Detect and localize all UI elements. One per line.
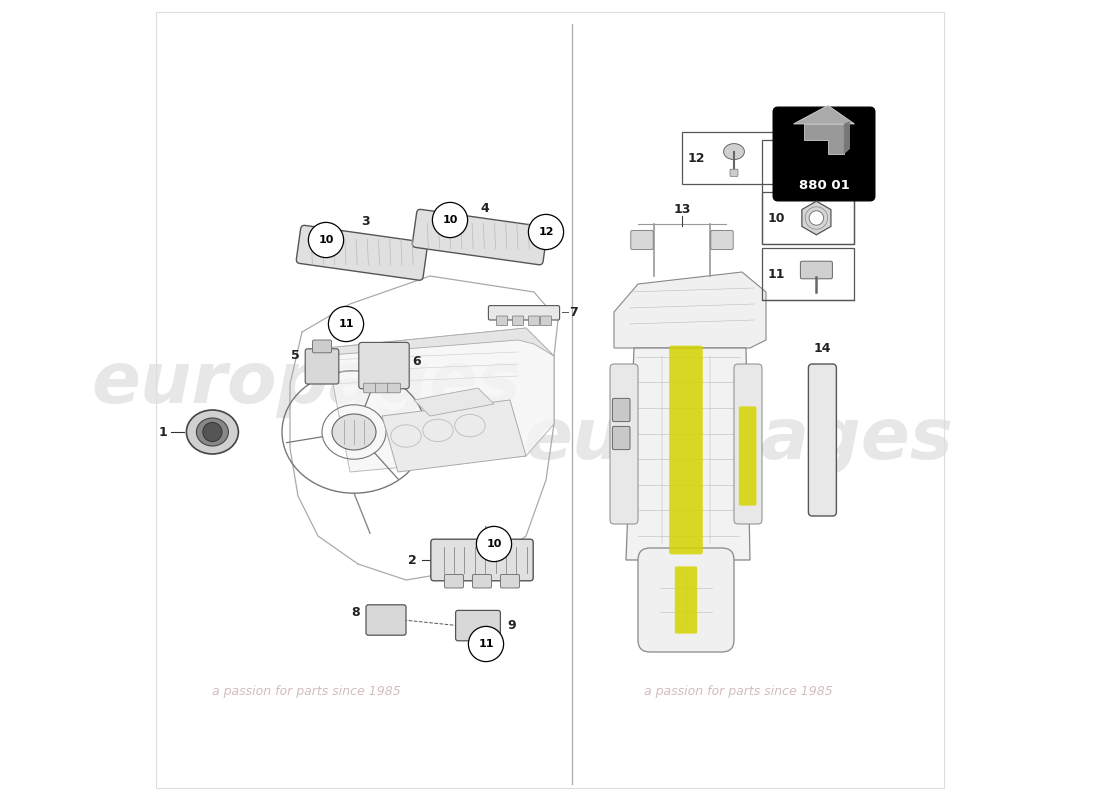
Text: 11: 11 xyxy=(478,639,494,649)
FancyBboxPatch shape xyxy=(801,261,833,279)
FancyBboxPatch shape xyxy=(674,566,697,634)
FancyBboxPatch shape xyxy=(630,230,653,250)
FancyBboxPatch shape xyxy=(359,342,409,389)
Circle shape xyxy=(432,202,468,238)
Text: 9: 9 xyxy=(507,619,516,632)
Text: 7: 7 xyxy=(570,306,579,318)
FancyBboxPatch shape xyxy=(734,364,762,524)
FancyBboxPatch shape xyxy=(472,574,492,588)
Ellipse shape xyxy=(197,418,229,446)
Polygon shape xyxy=(844,122,849,154)
Ellipse shape xyxy=(186,410,239,454)
Polygon shape xyxy=(804,124,844,154)
Text: 10: 10 xyxy=(768,211,785,225)
FancyBboxPatch shape xyxy=(364,383,376,393)
Text: 10: 10 xyxy=(486,539,502,549)
FancyBboxPatch shape xyxy=(375,383,388,393)
Polygon shape xyxy=(326,328,554,472)
FancyBboxPatch shape xyxy=(500,574,519,588)
FancyBboxPatch shape xyxy=(711,230,734,250)
Circle shape xyxy=(469,626,504,662)
Text: 4: 4 xyxy=(480,202,488,214)
FancyBboxPatch shape xyxy=(455,610,500,641)
Circle shape xyxy=(308,222,343,258)
FancyBboxPatch shape xyxy=(312,340,331,353)
Polygon shape xyxy=(626,348,750,560)
Text: 5: 5 xyxy=(292,350,300,362)
FancyBboxPatch shape xyxy=(513,316,524,326)
Text: 3: 3 xyxy=(362,215,371,228)
Text: a passion for parts since 1985: a passion for parts since 1985 xyxy=(211,686,400,698)
FancyBboxPatch shape xyxy=(613,426,630,450)
Circle shape xyxy=(810,211,824,226)
Text: 8: 8 xyxy=(351,606,360,618)
FancyBboxPatch shape xyxy=(528,316,540,326)
FancyBboxPatch shape xyxy=(296,226,428,280)
Polygon shape xyxy=(793,106,855,124)
Polygon shape xyxy=(614,272,766,348)
FancyBboxPatch shape xyxy=(808,364,836,516)
FancyBboxPatch shape xyxy=(669,346,703,554)
FancyBboxPatch shape xyxy=(387,383,400,393)
FancyBboxPatch shape xyxy=(638,548,734,652)
FancyBboxPatch shape xyxy=(613,398,630,422)
FancyBboxPatch shape xyxy=(773,107,874,201)
FancyBboxPatch shape xyxy=(412,210,548,265)
Circle shape xyxy=(476,526,512,562)
Text: 880 01: 880 01 xyxy=(799,179,849,192)
Text: 2: 2 xyxy=(408,554,417,566)
FancyBboxPatch shape xyxy=(496,316,507,326)
FancyBboxPatch shape xyxy=(730,170,738,176)
Polygon shape xyxy=(414,388,494,416)
FancyBboxPatch shape xyxy=(739,406,757,506)
FancyBboxPatch shape xyxy=(540,316,551,326)
FancyBboxPatch shape xyxy=(444,574,463,588)
Text: 11: 11 xyxy=(768,267,785,281)
Text: 10: 10 xyxy=(442,215,458,225)
Circle shape xyxy=(528,214,563,250)
Text: 12: 12 xyxy=(688,151,705,165)
Polygon shape xyxy=(318,328,554,356)
FancyBboxPatch shape xyxy=(366,605,406,635)
Text: 11: 11 xyxy=(339,319,354,329)
Text: europages: europages xyxy=(91,350,521,418)
FancyBboxPatch shape xyxy=(610,364,638,524)
Text: 6: 6 xyxy=(412,355,420,368)
Text: 13: 13 xyxy=(673,203,691,216)
Circle shape xyxy=(329,306,364,342)
FancyBboxPatch shape xyxy=(305,349,339,384)
Polygon shape xyxy=(382,400,526,472)
Text: a passion for parts since 1985: a passion for parts since 1985 xyxy=(644,686,833,698)
Ellipse shape xyxy=(332,414,376,450)
Text: 10: 10 xyxy=(318,235,333,245)
Text: 14: 14 xyxy=(814,342,832,354)
Text: europages: europages xyxy=(524,406,953,474)
FancyBboxPatch shape xyxy=(488,306,560,320)
Circle shape xyxy=(202,422,222,442)
Polygon shape xyxy=(802,202,830,235)
Text: 1: 1 xyxy=(158,426,167,438)
FancyBboxPatch shape xyxy=(431,539,534,581)
Ellipse shape xyxy=(724,143,745,160)
Text: 12: 12 xyxy=(538,227,553,237)
